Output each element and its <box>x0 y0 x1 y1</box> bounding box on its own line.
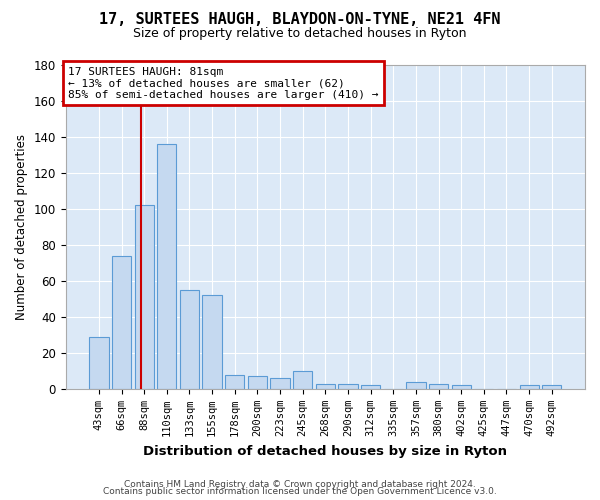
Text: 17, SURTEES HAUGH, BLAYDON-ON-TYNE, NE21 4FN: 17, SURTEES HAUGH, BLAYDON-ON-TYNE, NE21… <box>99 12 501 28</box>
Bar <box>225 374 244 389</box>
Text: 17 SURTEES HAUGH: 81sqm
← 13% of detached houses are smaller (62)
85% of semi-de: 17 SURTEES HAUGH: 81sqm ← 13% of detache… <box>68 66 379 100</box>
Bar <box>112 256 131 389</box>
X-axis label: Distribution of detached houses by size in Ryton: Distribution of detached houses by size … <box>143 444 508 458</box>
Bar <box>406 382 425 389</box>
Bar <box>202 296 222 389</box>
Bar <box>316 384 335 389</box>
Bar <box>180 290 199 389</box>
Text: Contains HM Land Registry data © Crown copyright and database right 2024.: Contains HM Land Registry data © Crown c… <box>124 480 476 489</box>
Bar <box>134 206 154 389</box>
Text: Size of property relative to detached houses in Ryton: Size of property relative to detached ho… <box>133 28 467 40</box>
Bar <box>361 386 380 389</box>
Bar <box>542 386 562 389</box>
Bar <box>452 386 471 389</box>
Bar <box>248 376 267 389</box>
Bar <box>429 384 448 389</box>
Bar <box>293 371 313 389</box>
Bar <box>157 144 176 389</box>
Bar <box>89 337 109 389</box>
Y-axis label: Number of detached properties: Number of detached properties <box>15 134 28 320</box>
Bar <box>520 386 539 389</box>
Bar <box>271 378 290 389</box>
Text: Contains public sector information licensed under the Open Government Licence v3: Contains public sector information licen… <box>103 487 497 496</box>
Bar <box>338 384 358 389</box>
